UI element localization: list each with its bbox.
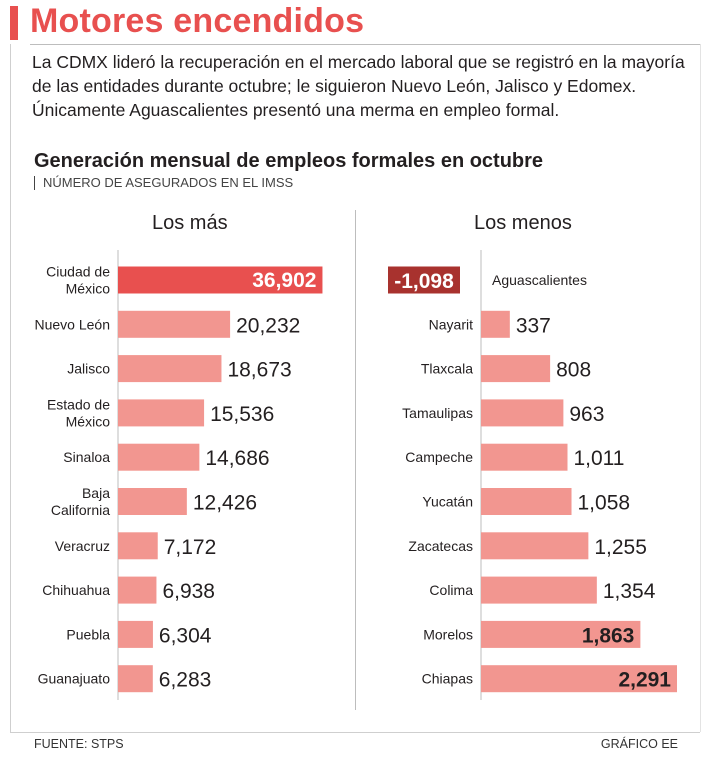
category-label-least-7: Colima xyxy=(429,582,473,598)
value-label-most-6: 7,172 xyxy=(164,536,217,559)
bar-most-8 xyxy=(118,620,153,648)
category-label-most-1: Nuevo León xyxy=(34,316,110,332)
value-label-least-9: 2,291 xyxy=(618,669,671,692)
value-label-least-1: 337 xyxy=(516,314,551,337)
bar-most-2 xyxy=(118,355,222,383)
bar-most-0 xyxy=(118,266,323,294)
panel-divider xyxy=(355,210,356,710)
bar-least-8 xyxy=(481,620,641,648)
category-label-least-5: Yucatán xyxy=(422,494,473,510)
title-accent-bar xyxy=(10,6,18,40)
category-label-most-8: Puebla xyxy=(66,626,110,642)
footer-rule xyxy=(10,732,700,733)
value-label-most-3: 15,536 xyxy=(210,403,274,426)
left-frame-rule xyxy=(10,44,11,732)
category-label-least-6: Zacatecas xyxy=(408,538,473,554)
value-label-most-8: 6,304 xyxy=(159,624,212,647)
category-label-most-7: Chihuahua xyxy=(42,582,110,598)
intro-text: La CDMX lideró la recuperación en el mer… xyxy=(32,52,685,120)
value-label-least-8: 1,863 xyxy=(582,624,635,647)
graphic-credit: GRÁFICO EE xyxy=(600,737,678,751)
category-label-most-0: México xyxy=(66,281,111,297)
category-label-most-3: Estado de xyxy=(47,396,110,412)
panel-heading-least: Los menos xyxy=(474,212,572,234)
category-label-most-4: Sinaloa xyxy=(63,449,110,465)
source-note: FUENTE: STPS xyxy=(34,737,124,751)
value-label-most-0: 36,902 xyxy=(252,269,316,292)
value-label-least-4: 1,011 xyxy=(573,447,624,470)
category-label-most-6: Veracruz xyxy=(55,538,110,554)
value-label-most-4: 14,686 xyxy=(205,447,269,470)
category-label-most-5: Baja xyxy=(82,485,110,501)
bar-most-5 xyxy=(118,488,187,515)
bar-least-5 xyxy=(481,488,572,515)
bar-most-6 xyxy=(118,532,158,560)
category-label-most-2: Jalisco xyxy=(67,361,110,377)
value-label-most-1: 20,232 xyxy=(236,314,300,337)
chart-title: Generación mensual de empleos formales e… xyxy=(34,150,544,172)
category-label-most-0: Ciudad de xyxy=(46,264,110,280)
category-label-most-3: México xyxy=(66,413,111,429)
category-label-most-5: California xyxy=(51,502,110,518)
category-label-least-4: Campeche xyxy=(405,449,473,465)
chart-subtitle: NÚMERO DE ASEGURADOS EN EL IMSS xyxy=(34,176,293,190)
bar-least-7 xyxy=(481,576,597,604)
bar-least-9 xyxy=(481,665,677,693)
value-label-least-7: 1,354 xyxy=(603,580,656,603)
bar-most-9 xyxy=(118,665,153,693)
right-frame-rule xyxy=(700,44,701,732)
category-label-most-9: Guanajuato xyxy=(38,671,111,687)
value-label-least-6: 1,255 xyxy=(594,536,647,559)
value-label-most-9: 6,283 xyxy=(159,669,212,692)
value-label-most-5: 12,426 xyxy=(193,492,257,515)
bar-least-2 xyxy=(481,355,551,383)
category-label-least-0: Aguascalientes xyxy=(492,272,587,288)
bar-least-3 xyxy=(481,399,564,427)
bar-least-6 xyxy=(481,532,589,560)
bar-least-4 xyxy=(481,443,568,471)
category-label-least-8: Morelos xyxy=(423,626,473,642)
title-rule xyxy=(30,44,700,45)
category-label-least-2: Tlaxcala xyxy=(421,361,473,377)
category-label-least-1: Nayarit xyxy=(429,316,473,332)
value-label-most-7: 6,938 xyxy=(162,580,215,603)
bar-least-0 xyxy=(388,266,460,294)
bar-most-1 xyxy=(118,310,231,338)
page-title: Motores encendidos xyxy=(30,2,365,40)
value-label-least-5: 1,058 xyxy=(578,492,631,515)
panel-heading-most: Los más xyxy=(152,212,228,234)
bar-most-7 xyxy=(118,576,157,604)
value-label-least-2: 808 xyxy=(556,359,591,382)
category-label-least-3: Tamaulipas xyxy=(402,405,473,421)
value-label-least-3: 963 xyxy=(569,403,604,426)
bar-most-3 xyxy=(118,399,205,427)
value-label-least-0: -1,098 xyxy=(394,270,454,293)
bar-most-4 xyxy=(118,443,200,471)
category-label-least-9: Chiapas xyxy=(422,671,473,687)
bar-least-1 xyxy=(481,310,510,338)
value-label-most-2: 18,673 xyxy=(227,359,291,382)
